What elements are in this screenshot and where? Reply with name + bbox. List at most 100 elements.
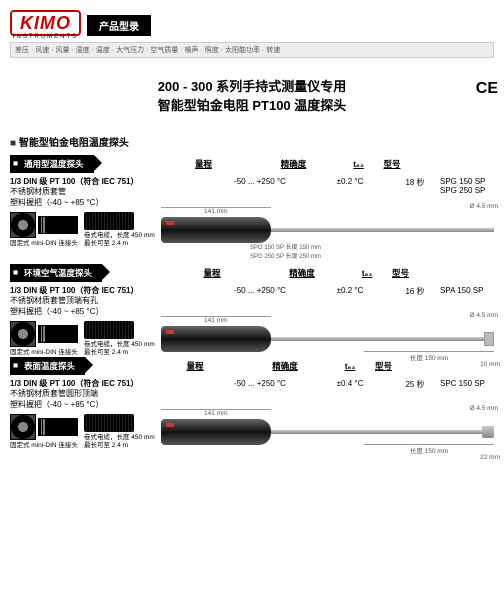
connector-label: 固定式 mini-DIN 连接头 bbox=[10, 240, 78, 248]
cable-label: 卷式电缆，长度 450 mm最长可至 2.4 m bbox=[84, 434, 155, 450]
probe-illustration: 141 mm Ø 4.5 mm 长度 150 mm10 mm bbox=[161, 326, 494, 352]
spec-material: 不锈钢材质套管顶端有孔 bbox=[10, 296, 150, 306]
series-num: 200 - 300 bbox=[158, 79, 213, 94]
mini-din-icon bbox=[10, 414, 36, 440]
col-accuracy-hdr: 精确度 bbox=[262, 267, 342, 279]
connector-block: 固定式 mini-DIN 连接头 bbox=[10, 414, 78, 450]
model-value: SPA 150 SP bbox=[440, 286, 504, 295]
page-title: 200 - 300 系列手持式测量仪专用 智能型铂金电阻 PT100 温度探头 … bbox=[10, 76, 494, 114]
spec-material: 不锈钢材质套管 bbox=[10, 187, 150, 197]
probe-spec-row: 1/3 DIN 级 PT 100（符合 IEC 751） 不锈钢材质套管 塑料握… bbox=[10, 177, 494, 208]
spec-handle: 塑料握把（-40 ~ +85 °C） bbox=[10, 307, 150, 317]
spec-material: 不锈钢材质套管圆形顶端 bbox=[10, 389, 150, 399]
range-value: -50 ... +250 °C bbox=[210, 177, 310, 186]
coiled-cable-icon bbox=[84, 321, 134, 339]
handle-length-dim: 141 mm bbox=[161, 316, 271, 324]
diameter-dim: Ø 4.5 mm bbox=[469, 312, 498, 319]
length-note: SPG 150 SP 长度 150 mmSPG 250 SP 长度 250 mm bbox=[250, 242, 494, 260]
probe-handle bbox=[161, 217, 271, 243]
accuracy-value: ±0.2 °C bbox=[310, 177, 390, 186]
col-range-hdr: 量程 bbox=[162, 267, 262, 279]
col-accuracy-hdr: 精确度 bbox=[254, 158, 334, 170]
connector-plug-icon bbox=[38, 418, 78, 436]
probe-header-row: 环境空气温度探头 量程 精确度 t₆₃ 型号 bbox=[10, 264, 494, 282]
probe-header-row: 通用型温度探头 量程 精确度 t₆₃ 型号 bbox=[10, 155, 494, 173]
cable-block: 卷式电缆，长度 450 mm最长可至 2.4 m bbox=[84, 212, 155, 248]
coiled-cable-icon bbox=[84, 212, 134, 230]
probe-shaft bbox=[271, 337, 484, 341]
mini-din-icon bbox=[10, 212, 36, 238]
probe-spec-row: 1/3 DIN 级 PT 100（符合 IEC 751） 不锈钢材质套管圆形顶端… bbox=[10, 379, 494, 410]
probe-diagram: 固定式 mini-DIN 连接头 卷式电缆，长度 450 mm最长可至 2.4 … bbox=[10, 414, 494, 450]
probe-spec-text: 1/3 DIN 级 PT 100（符合 IEC 751） 不锈钢材质套管顶端有孔… bbox=[10, 286, 150, 317]
coiled-cable-icon bbox=[84, 414, 134, 432]
probe-shaft bbox=[271, 430, 482, 434]
t63-value: 16 秒 bbox=[390, 286, 440, 297]
ce-mark: CE bbox=[476, 80, 498, 98]
tip-dim: 10 mm bbox=[480, 361, 500, 368]
spec-standard: 1/3 DIN 级 PT 100（符合 IEC 751） bbox=[10, 177, 150, 187]
connector-block: 固定式 mini-DIN 连接头 bbox=[10, 321, 78, 357]
connector-plug-icon bbox=[38, 325, 78, 343]
col-model-hdr: 型号 bbox=[384, 158, 454, 170]
logo-block: KIMO INSTRUMENTS bbox=[10, 10, 81, 40]
t63-value: 25 秒 bbox=[390, 379, 440, 390]
probe-diagram: 固定式 mini-DIN 连接头 卷式电缆，长度 450 mm最长可至 2.4 … bbox=[10, 321, 494, 357]
handle-length-dim: 141 mm bbox=[161, 409, 271, 417]
probe-spec-row: 1/3 DIN 级 PT 100（符合 IEC 751） 不锈钢材质套管顶端有孔… bbox=[10, 286, 494, 317]
probe-type-label: 通用型温度探头 bbox=[10, 155, 94, 173]
probe-handle bbox=[161, 326, 271, 352]
diameter-dim: Ø 4.5 mm bbox=[469, 203, 498, 210]
catalog-tab: 产品型录 bbox=[87, 15, 151, 36]
tip-dim: 22 mm bbox=[480, 454, 500, 461]
col-t63-hdr: t₆₃ bbox=[342, 268, 392, 278]
diameter-dim: Ø 4.5 mm bbox=[469, 405, 498, 412]
probe-tip-fan bbox=[484, 332, 494, 346]
title-line2: 智能型铂金电阻 PT100 温度探头 bbox=[10, 95, 494, 114]
spec-standard: 1/3 DIN 级 PT 100（符合 IEC 751） bbox=[10, 379, 150, 389]
col-model-hdr: 型号 bbox=[392, 267, 462, 279]
col-t63-hdr: t₆₃ bbox=[325, 361, 375, 371]
section-heading: 智能型铂金电阻温度探头 bbox=[10, 134, 494, 149]
brand-sub: INSTRUMENTS bbox=[10, 34, 81, 40]
col-accuracy-hdr: 精确度 bbox=[245, 360, 325, 372]
cable-label: 卷式电缆，长度 450 mm最长可至 2.4 m bbox=[84, 232, 155, 248]
probe-shaft bbox=[271, 228, 494, 232]
category-strip: 差压 · 风速 · 风量 · 湿度 · 温度 · 大气压力 · 空气质量 · 噪… bbox=[10, 42, 494, 58]
model-value: SPC 150 SP bbox=[440, 379, 504, 388]
probe-type-label: 环境空气温度探头 bbox=[10, 264, 102, 282]
header: KIMO INSTRUMENTS 产品型录 bbox=[10, 10, 494, 40]
title-suffix: 系列手持式测量仪专用 bbox=[216, 79, 346, 94]
cable-block: 卷式电缆，长度 450 mm最长可至 2.4 m bbox=[84, 414, 155, 450]
spec-handle: 塑料握把（-40 ~ +85 °C） bbox=[10, 400, 150, 410]
title-line1: 200 - 300 系列手持式测量仪专用 bbox=[10, 76, 494, 95]
connector-block: 固定式 mini-DIN 连接头 bbox=[10, 212, 78, 248]
probe-handle bbox=[161, 419, 271, 445]
model-value: SPG 150 SPSPG 250 SP bbox=[440, 177, 504, 195]
cable-block: 卷式电缆，长度 450 mm最长可至 2.4 m bbox=[84, 321, 155, 357]
shaft-length-dim: 长度 150 mm bbox=[364, 351, 494, 362]
spec-standard: 1/3 DIN 级 PT 100（符合 IEC 751） bbox=[10, 286, 150, 296]
spec-handle: 塑料握把（-40 ~ +85 °C） bbox=[10, 198, 150, 208]
connector-plug-icon bbox=[38, 216, 78, 234]
range-value: -50 ... +250 °C bbox=[210, 379, 310, 388]
probe-diagram: 固定式 mini-DIN 连接头 卷式电缆，长度 450 mm最长可至 2.4 … bbox=[10, 212, 494, 248]
connector-label: 固定式 mini-DIN 连接头 bbox=[10, 349, 78, 357]
range-value: -50 ... +250 °C bbox=[210, 286, 310, 295]
col-range-hdr: 量程 bbox=[145, 360, 245, 372]
probe-type-label: 表面温度探头 bbox=[10, 357, 85, 375]
probe-illustration: 141 mm Ø 4.5 mm bbox=[161, 217, 494, 243]
brand-logo: KIMO bbox=[10, 10, 81, 36]
col-t63-hdr: t₆₃ bbox=[334, 159, 384, 169]
col-range-hdr: 量程 bbox=[154, 158, 254, 170]
t63-value: 18 秒 bbox=[390, 177, 440, 188]
connector-label: 固定式 mini-DIN 连接头 bbox=[10, 442, 78, 450]
probe-spec-text: 1/3 DIN 级 PT 100（符合 IEC 751） 不锈钢材质套管 塑料握… bbox=[10, 177, 150, 208]
handle-length-dim: 141 mm bbox=[161, 207, 271, 215]
accuracy-value: ±0.2 °C bbox=[310, 286, 390, 295]
shaft-length-dim: 长度 150 mm bbox=[364, 444, 494, 455]
mini-din-icon bbox=[10, 321, 36, 347]
cable-label: 卷式电缆，长度 450 mm最长可至 2.4 m bbox=[84, 341, 155, 357]
probe-tip-flat bbox=[482, 426, 494, 438]
probe-illustration: 141 mm Ø 4.5 mm 长度 150 mm22 mm bbox=[161, 419, 494, 445]
